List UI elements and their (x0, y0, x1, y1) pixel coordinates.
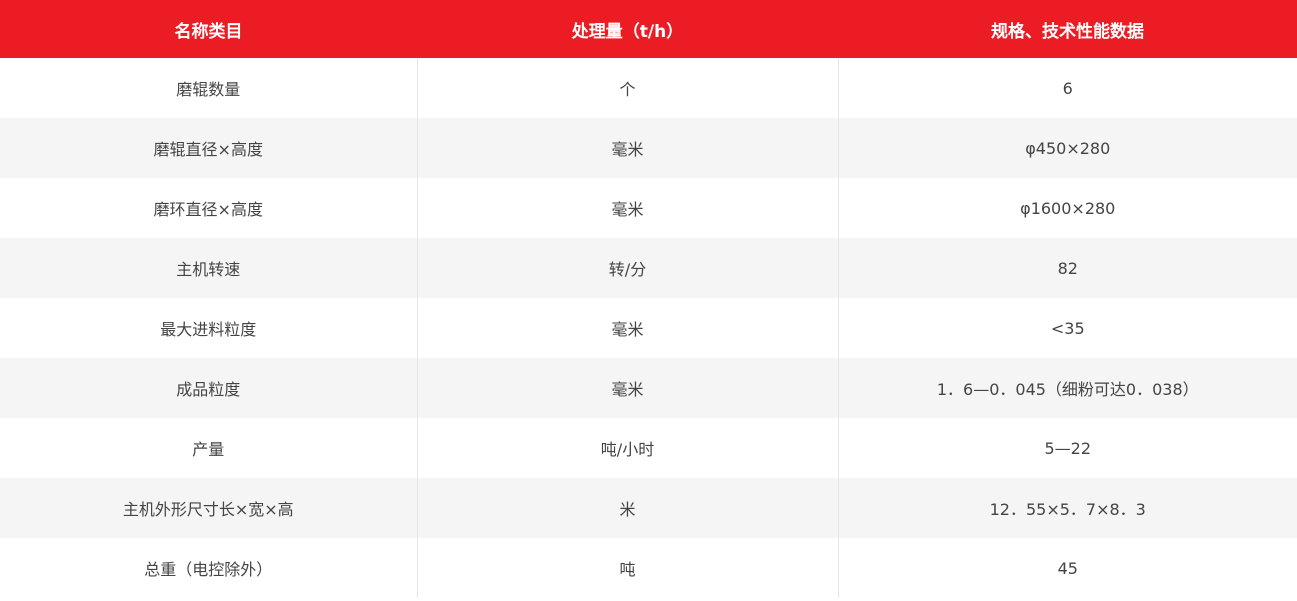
cell-name: 磨环直径×高度 (0, 178, 418, 238)
table-row: 磨辊直径×高度 毫米 φ450×280 (0, 118, 1297, 178)
header-name: 名称类目 (0, 0, 417, 58)
cell-name: 产量 (0, 418, 418, 478)
cell-unit: 毫米 (417, 178, 839, 238)
cell-unit: 吨/小时 (417, 418, 839, 478)
cell-value: <35 (838, 298, 1297, 358)
cell-unit: 毫米 (417, 298, 839, 358)
cell-name: 磨辊数量 (0, 58, 418, 118)
cell-unit: 米 (417, 478, 839, 538)
cell-unit: 吨 (417, 538, 839, 598)
table-row: 最大进料粒度 毫米 <35 (0, 298, 1297, 358)
cell-name: 成品粒度 (0, 358, 418, 418)
cell-value: 82 (838, 238, 1297, 298)
cell-unit: 毫米 (417, 358, 839, 418)
table-row: 主机转速 转/分 82 (0, 238, 1297, 298)
cell-value: φ450×280 (838, 118, 1297, 178)
cell-value: 1．6—0．045（细粉可达0．038） (838, 358, 1297, 418)
table-row: 磨辊数量个 6 (0, 58, 1297, 118)
cell-name: 总重（电控除外） (0, 538, 418, 598)
cell-name: 主机转速 (0, 238, 418, 298)
table-row: 主机外形尺寸长×宽×高米 12．55×5．7×8．3 (0, 478, 1297, 538)
cell-name: 最大进料粒度 (0, 298, 418, 358)
cell-name: 磨辊直径×高度 (0, 118, 418, 178)
table-row: 产量 吨/小时 5—22 (0, 418, 1297, 478)
cell-value: 6 (838, 58, 1297, 118)
table-row: 磨环直径×高度 毫米 φ1600×280 (0, 178, 1297, 238)
table-row: 总重（电控除外）吨 45 (0, 538, 1297, 598)
cell-value: φ1600×280 (838, 178, 1297, 238)
cell-unit: 毫米 (417, 118, 839, 178)
cell-value: 45 (838, 538, 1297, 598)
cell-unit: 个 (417, 58, 839, 118)
cell-value: 12．55×5．7×8．3 (838, 478, 1297, 538)
header-unit: 处理量（t/h） (417, 0, 838, 58)
table-header: 名称类目 处理量（t/h） 规格、技术性能数据 (0, 0, 1297, 58)
cell-unit: 转/分 (417, 238, 839, 298)
table-row: 成品粒度 毫米 1．6—0．045（细粉可达0．038） (0, 358, 1297, 418)
cell-value: 5—22 (838, 418, 1297, 478)
header-spec: 规格、技术性能数据 (838, 0, 1297, 58)
cell-name: 主机外形尺寸长×宽×高 (0, 478, 418, 538)
